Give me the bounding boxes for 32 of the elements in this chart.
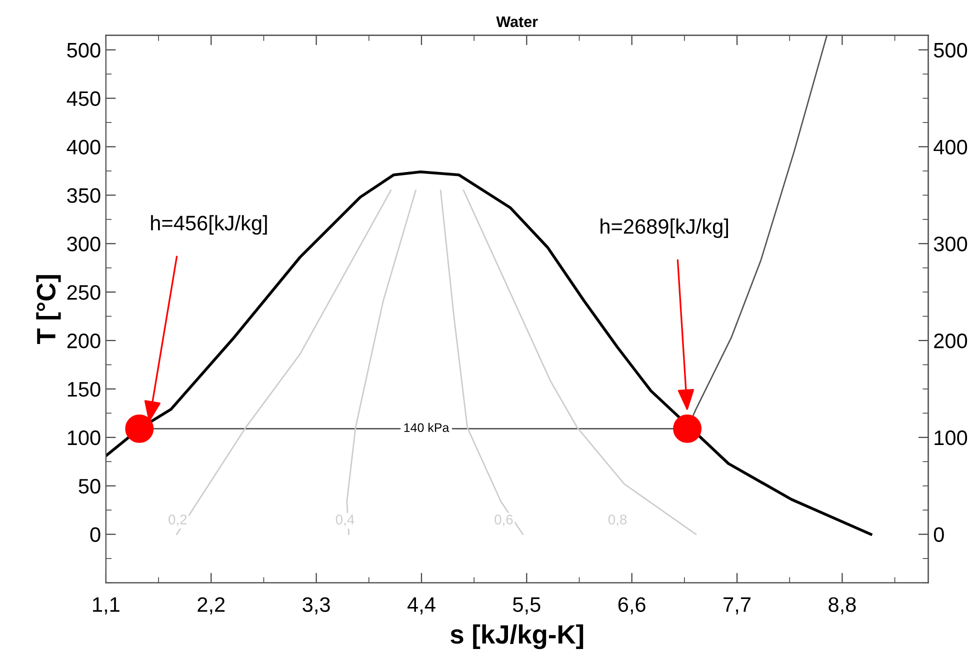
y-tick-label: 400 bbox=[66, 140, 100, 154]
x-tick-label: 7,7 bbox=[724, 597, 750, 614]
y-tick-label: 150 bbox=[68, 382, 100, 397]
y2-tick-label: 200 bbox=[934, 334, 968, 348]
y-tick-label: 500 bbox=[67, 42, 100, 58]
x-tick-label: 5,5 bbox=[513, 597, 540, 614]
y2-tick-label: 400 bbox=[934, 140, 968, 154]
x-tick-label: 1,1 bbox=[93, 597, 120, 614]
y-tick-label: 50 bbox=[78, 478, 100, 494]
y-tick-label: 250 bbox=[67, 285, 100, 300]
x-tick-label: 2,2 bbox=[198, 597, 225, 614]
annotation: h=456[kJ/kg] bbox=[151, 215, 267, 235]
annotation: h=2689[kJ/kg] bbox=[600, 218, 728, 238]
y-tick-label: 100 bbox=[68, 430, 100, 446]
y-tick-label: 350 bbox=[67, 188, 100, 203]
x-tick-label: 6,6 bbox=[618, 597, 646, 614]
y-tick-label: 300 bbox=[67, 236, 100, 252]
y2-tick-label: 100 bbox=[934, 430, 968, 446]
x-tick-label: 3,3 bbox=[302, 597, 330, 614]
x-tick-label: 8,8 bbox=[828, 597, 856, 614]
x-axis-title: s [kJ/kg-K] bbox=[450, 624, 584, 650]
chart-title: Water bbox=[496, 16, 538, 28]
y2-tick-label: 300 bbox=[934, 236, 968, 252]
y2-tick-label: 500 bbox=[934, 42, 968, 58]
line-series bbox=[106, 170, 872, 536]
y-tick-label: 450 bbox=[66, 91, 100, 106]
y2-tick-label: 0 bbox=[934, 527, 944, 542]
y-axis-title: T [°C] bbox=[36, 275, 61, 344]
x-tick-label: 4,4 bbox=[407, 597, 436, 614]
annotation: 140 kPa bbox=[404, 422, 450, 432]
y-tick-label: 200 bbox=[67, 334, 100, 348]
y-tick-label: 0 bbox=[90, 527, 100, 542]
